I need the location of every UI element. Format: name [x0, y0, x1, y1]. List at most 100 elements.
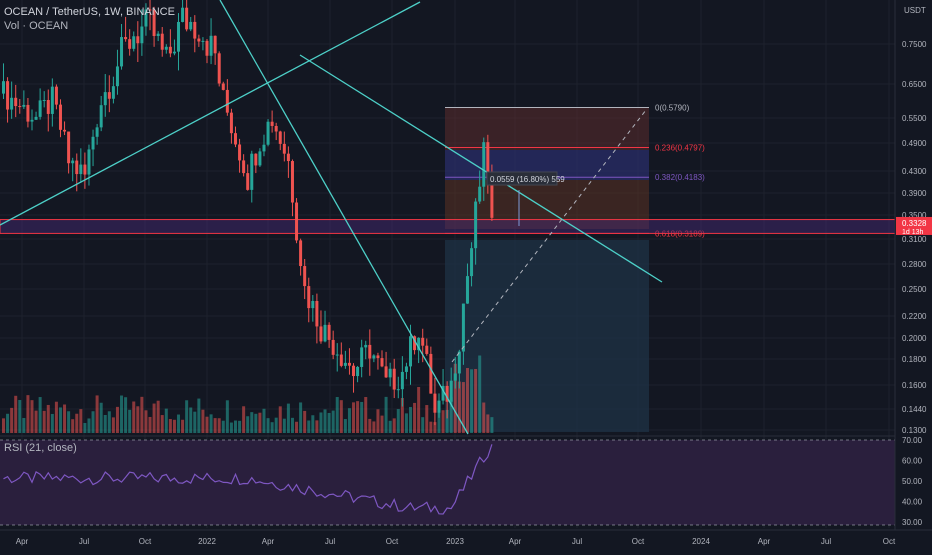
volume-bar	[14, 395, 18, 433]
candle-body	[421, 337, 425, 346]
candle-body	[286, 153, 290, 162]
candle-body	[75, 160, 79, 175]
price-tick-label: 0.3500	[902, 211, 927, 220]
candle-body	[209, 35, 213, 56]
volume-bar	[225, 400, 229, 433]
rsi-band	[0, 440, 895, 525]
candle-body	[14, 97, 18, 107]
candle-body	[376, 355, 380, 359]
rsi-tick-label: 60.00	[902, 457, 923, 466]
volume-bar	[474, 368, 478, 433]
candle-body	[233, 133, 237, 145]
volume-bar	[238, 420, 242, 433]
volume-label[interactable]: Vol · OCEAN	[4, 20, 69, 32]
candle-body	[115, 66, 119, 87]
candle-body	[303, 266, 307, 287]
volume-bar	[254, 413, 258, 433]
rsi-label[interactable]: RSI (21, close)	[4, 442, 77, 454]
price-tick-label: 0.2500	[902, 285, 927, 294]
candle-body	[478, 186, 482, 202]
candle-body	[213, 35, 217, 54]
rsi-line	[3, 444, 493, 515]
candle-body	[217, 53, 221, 84]
volume-bar	[266, 418, 270, 433]
symbol-title[interactable]: OCEAN / TetherUS, 1W, BINANCE	[4, 6, 175, 18]
volume-bar	[258, 412, 262, 433]
volume-bar	[323, 409, 327, 433]
last-price-label: 0.3328	[902, 219, 927, 228]
time-tick-label: 2024	[692, 537, 710, 546]
volume-bar	[380, 415, 384, 433]
candle-body	[364, 344, 368, 348]
candle-body	[242, 160, 246, 174]
volume-bar	[364, 397, 368, 433]
price-tick-label: 0.7500	[902, 40, 927, 49]
volume-bar	[172, 419, 176, 433]
candle-body	[339, 354, 343, 366]
volume-bar	[335, 397, 339, 433]
candle-body	[429, 353, 433, 394]
volume-bar	[449, 397, 453, 433]
volume-bar	[136, 406, 140, 433]
candle-body	[91, 136, 95, 150]
price-tick-label: 0.1800	[902, 355, 927, 364]
time-tick-label: Jul	[821, 537, 831, 546]
volume-bar	[339, 400, 343, 433]
fib-level-label: 0.236(0.4797)	[655, 144, 705, 153]
volume-bar	[470, 369, 474, 433]
fib-level-label: 0(0.5790)	[655, 104, 690, 113]
volume-bar	[417, 387, 421, 433]
candle-body	[30, 119, 34, 122]
volume-bar	[209, 414, 213, 433]
volume-bar	[54, 401, 58, 433]
candle-body	[10, 97, 14, 110]
volume-bar	[482, 402, 486, 433]
volume-bar	[75, 413, 79, 433]
volume-bar	[140, 396, 144, 433]
candle-body	[197, 38, 201, 42]
candle-body	[490, 178, 494, 218]
candle-body	[181, 7, 185, 22]
volume-bar	[160, 415, 164, 433]
candle-body	[461, 303, 465, 352]
candle-body	[465, 276, 469, 304]
candle-body	[160, 33, 164, 50]
candle-body	[120, 37, 124, 67]
last-price-badge	[896, 216, 932, 235]
candle-body	[445, 385, 449, 402]
candle-body	[409, 336, 412, 367]
volume-bar	[213, 418, 217, 433]
volume-bar	[71, 419, 75, 433]
candle-body	[107, 92, 111, 99]
candle-body	[380, 358, 384, 367]
volume-bar	[441, 410, 445, 433]
volume-bar	[303, 410, 307, 433]
volume-bar	[356, 401, 360, 433]
time-tick-label: Oct	[883, 537, 896, 546]
candle-body	[71, 160, 75, 164]
candle-body	[22, 104, 26, 107]
candle-body	[295, 202, 299, 241]
volume-bar	[478, 355, 482, 433]
candle-body	[189, 21, 193, 30]
candle-body	[307, 286, 311, 309]
volume-bar	[262, 408, 266, 433]
candle-body	[140, 26, 144, 44]
volume-bar	[315, 420, 319, 433]
candle-body	[474, 201, 478, 249]
candle-body	[396, 389, 400, 391]
volume-bar	[461, 382, 465, 433]
volume-bar	[372, 421, 376, 433]
candle-body	[290, 161, 294, 203]
candle-body	[83, 164, 87, 175]
volume-bar	[156, 400, 160, 433]
volume-bar	[299, 402, 303, 433]
price-tick-label: 0.3900	[902, 189, 927, 198]
price-tick-label: 0.2000	[902, 334, 927, 343]
candle-body	[103, 92, 107, 106]
candle-body	[453, 373, 457, 381]
volume-bar	[79, 409, 83, 433]
candle-body	[229, 112, 233, 134]
